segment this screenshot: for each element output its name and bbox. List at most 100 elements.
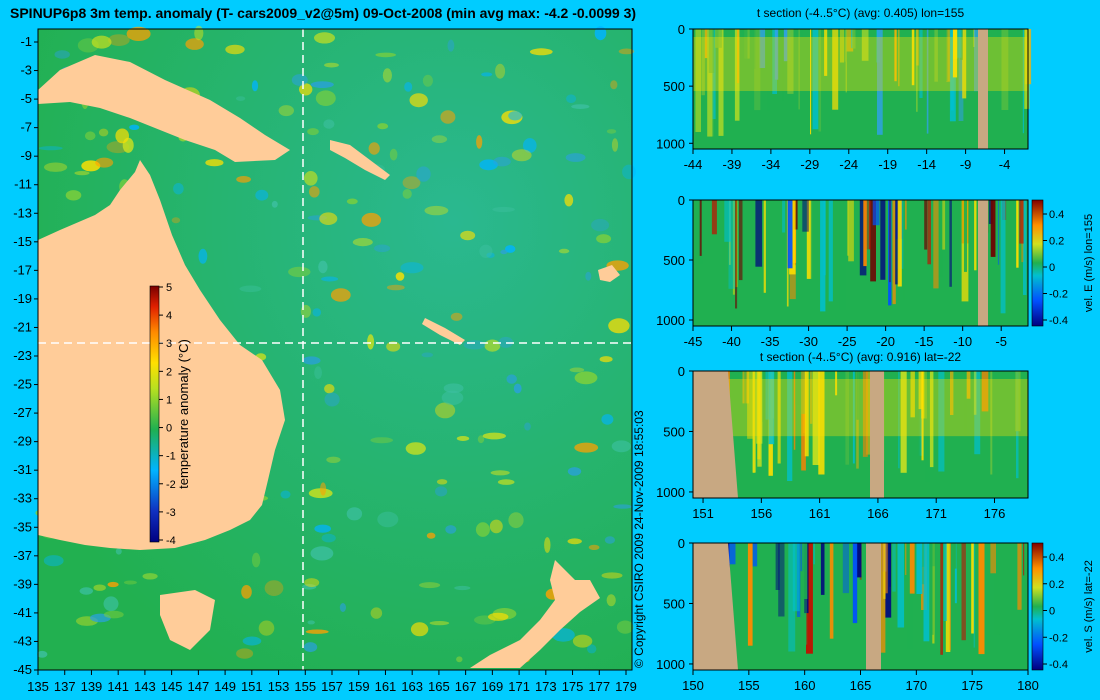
panel-x-tick-label: -44 bbox=[684, 157, 703, 172]
section-streak bbox=[782, 200, 786, 233]
lon-tick-label: 165 bbox=[428, 679, 450, 694]
section-streak bbox=[957, 29, 962, 58]
section-panel-t-section-lon: t section (-4..5°C) (avg: 0.405) lon=155… bbox=[656, 6, 1032, 172]
eddy-patch bbox=[330, 288, 351, 302]
eddy-patch bbox=[386, 341, 401, 352]
eddy-patch bbox=[601, 414, 614, 425]
section-streak bbox=[848, 200, 854, 262]
section-streak bbox=[964, 200, 967, 272]
section-streak bbox=[916, 29, 918, 112]
lon-tick-label: 177 bbox=[588, 679, 610, 694]
eddy-patch bbox=[352, 238, 373, 247]
panel-x-tick-label: 150 bbox=[682, 678, 704, 693]
panel-colorbar-tick-label: -0.4 bbox=[1049, 315, 1068, 327]
section-streak bbox=[918, 371, 924, 456]
section-streak bbox=[946, 29, 952, 82]
eddy-patch bbox=[497, 479, 515, 485]
eddy-patch bbox=[588, 544, 600, 551]
section-streak bbox=[706, 29, 709, 122]
colorbar-tick-label: -4 bbox=[166, 535, 176, 547]
section-streak bbox=[863, 200, 867, 267]
eddy-patch bbox=[566, 94, 577, 103]
eddy-patch bbox=[622, 164, 636, 180]
lon-tick-label: 145 bbox=[161, 679, 183, 694]
warm-layer bbox=[693, 37, 1028, 91]
section-streak bbox=[897, 200, 902, 287]
section-streak bbox=[916, 543, 923, 594]
eddy-patch bbox=[377, 511, 399, 528]
section-streak bbox=[942, 29, 948, 81]
panel-colorbar-tick-label: 0.2 bbox=[1049, 579, 1064, 591]
section-streak bbox=[927, 200, 931, 265]
section-streak bbox=[798, 29, 800, 110]
eddy-patch bbox=[323, 119, 335, 129]
eddy-patch bbox=[508, 512, 524, 529]
panel-colorbar-label: vel. E (m/s) lon=155 bbox=[1083, 214, 1095, 312]
section-panel-t-section-lat: t section (-4..5°C) (avg: 0.916) lat=-22… bbox=[656, 350, 1029, 521]
section-streak bbox=[866, 371, 871, 455]
section-streak bbox=[752, 371, 755, 473]
section-streak bbox=[966, 371, 971, 399]
panel-x-tick-label: -25 bbox=[838, 334, 857, 349]
panel-x-tick-label: 176 bbox=[984, 506, 1006, 521]
section-streak bbox=[894, 29, 897, 82]
panel-x-tick-label: 155 bbox=[738, 678, 760, 693]
eddy-patch bbox=[370, 607, 383, 619]
eddy-patch bbox=[419, 582, 441, 589]
section-streak bbox=[926, 29, 929, 134]
section-streak bbox=[800, 371, 807, 414]
eddy-patch bbox=[524, 422, 531, 431]
section-streak bbox=[774, 29, 779, 80]
lat-tick-label: -45 bbox=[13, 662, 32, 677]
panel-y-tick-label: 500 bbox=[663, 79, 685, 94]
lat-tick-label: -43 bbox=[13, 633, 32, 648]
section-streak bbox=[801, 371, 806, 471]
section-streak bbox=[880, 543, 886, 653]
eddy-patch bbox=[604, 536, 616, 544]
section-streak bbox=[993, 543, 1000, 635]
eddy-patch bbox=[441, 390, 464, 405]
eddy-patch bbox=[324, 62, 339, 68]
section-streak bbox=[723, 29, 727, 64]
section-streak bbox=[974, 371, 981, 455]
section-streak bbox=[885, 543, 888, 594]
colorbar-tick-label: 0 bbox=[166, 423, 172, 435]
section-streak bbox=[961, 543, 966, 641]
eddy-patch bbox=[402, 189, 412, 199]
section-streak bbox=[699, 200, 702, 256]
section-streak bbox=[997, 29, 1001, 82]
section-streak bbox=[742, 29, 748, 64]
eddy-patch bbox=[304, 578, 320, 588]
lon-tick-label: 149 bbox=[214, 679, 236, 694]
lat-tick-label: -29 bbox=[13, 434, 32, 449]
section-streak bbox=[910, 371, 915, 418]
section-streak bbox=[898, 371, 900, 469]
eddy-patch bbox=[498, 336, 514, 348]
eddy-patch bbox=[236, 96, 246, 101]
section-streak bbox=[765, 371, 771, 420]
section-streak bbox=[801, 543, 808, 599]
eddy-patch bbox=[611, 440, 632, 453]
eddy-patch bbox=[339, 603, 346, 612]
section-streak bbox=[859, 200, 867, 276]
lat-tick-label: -1 bbox=[20, 34, 32, 49]
eddy-patch bbox=[489, 519, 503, 534]
section-streak bbox=[990, 371, 993, 475]
panel-colorbar-tick-label: 0.4 bbox=[1049, 209, 1064, 221]
section-streak bbox=[990, 543, 996, 574]
panel-colorbar-tick-label: -0.2 bbox=[1049, 289, 1068, 301]
lon-tick-label: 179 bbox=[615, 679, 637, 694]
eddy-patch bbox=[405, 442, 426, 455]
section-streak bbox=[921, 371, 927, 419]
section-streak bbox=[792, 543, 800, 612]
eddy-patch bbox=[103, 596, 119, 612]
eddy-patch bbox=[611, 138, 619, 152]
lat-tick-label: -21 bbox=[13, 319, 32, 334]
section-streak bbox=[962, 29, 967, 99]
section-streak bbox=[813, 543, 816, 565]
section-streak bbox=[777, 371, 781, 464]
eddy-patch bbox=[84, 131, 96, 141]
eddy-patch bbox=[454, 585, 471, 591]
eddy-patch bbox=[37, 650, 48, 658]
eddy-patch bbox=[404, 82, 413, 92]
